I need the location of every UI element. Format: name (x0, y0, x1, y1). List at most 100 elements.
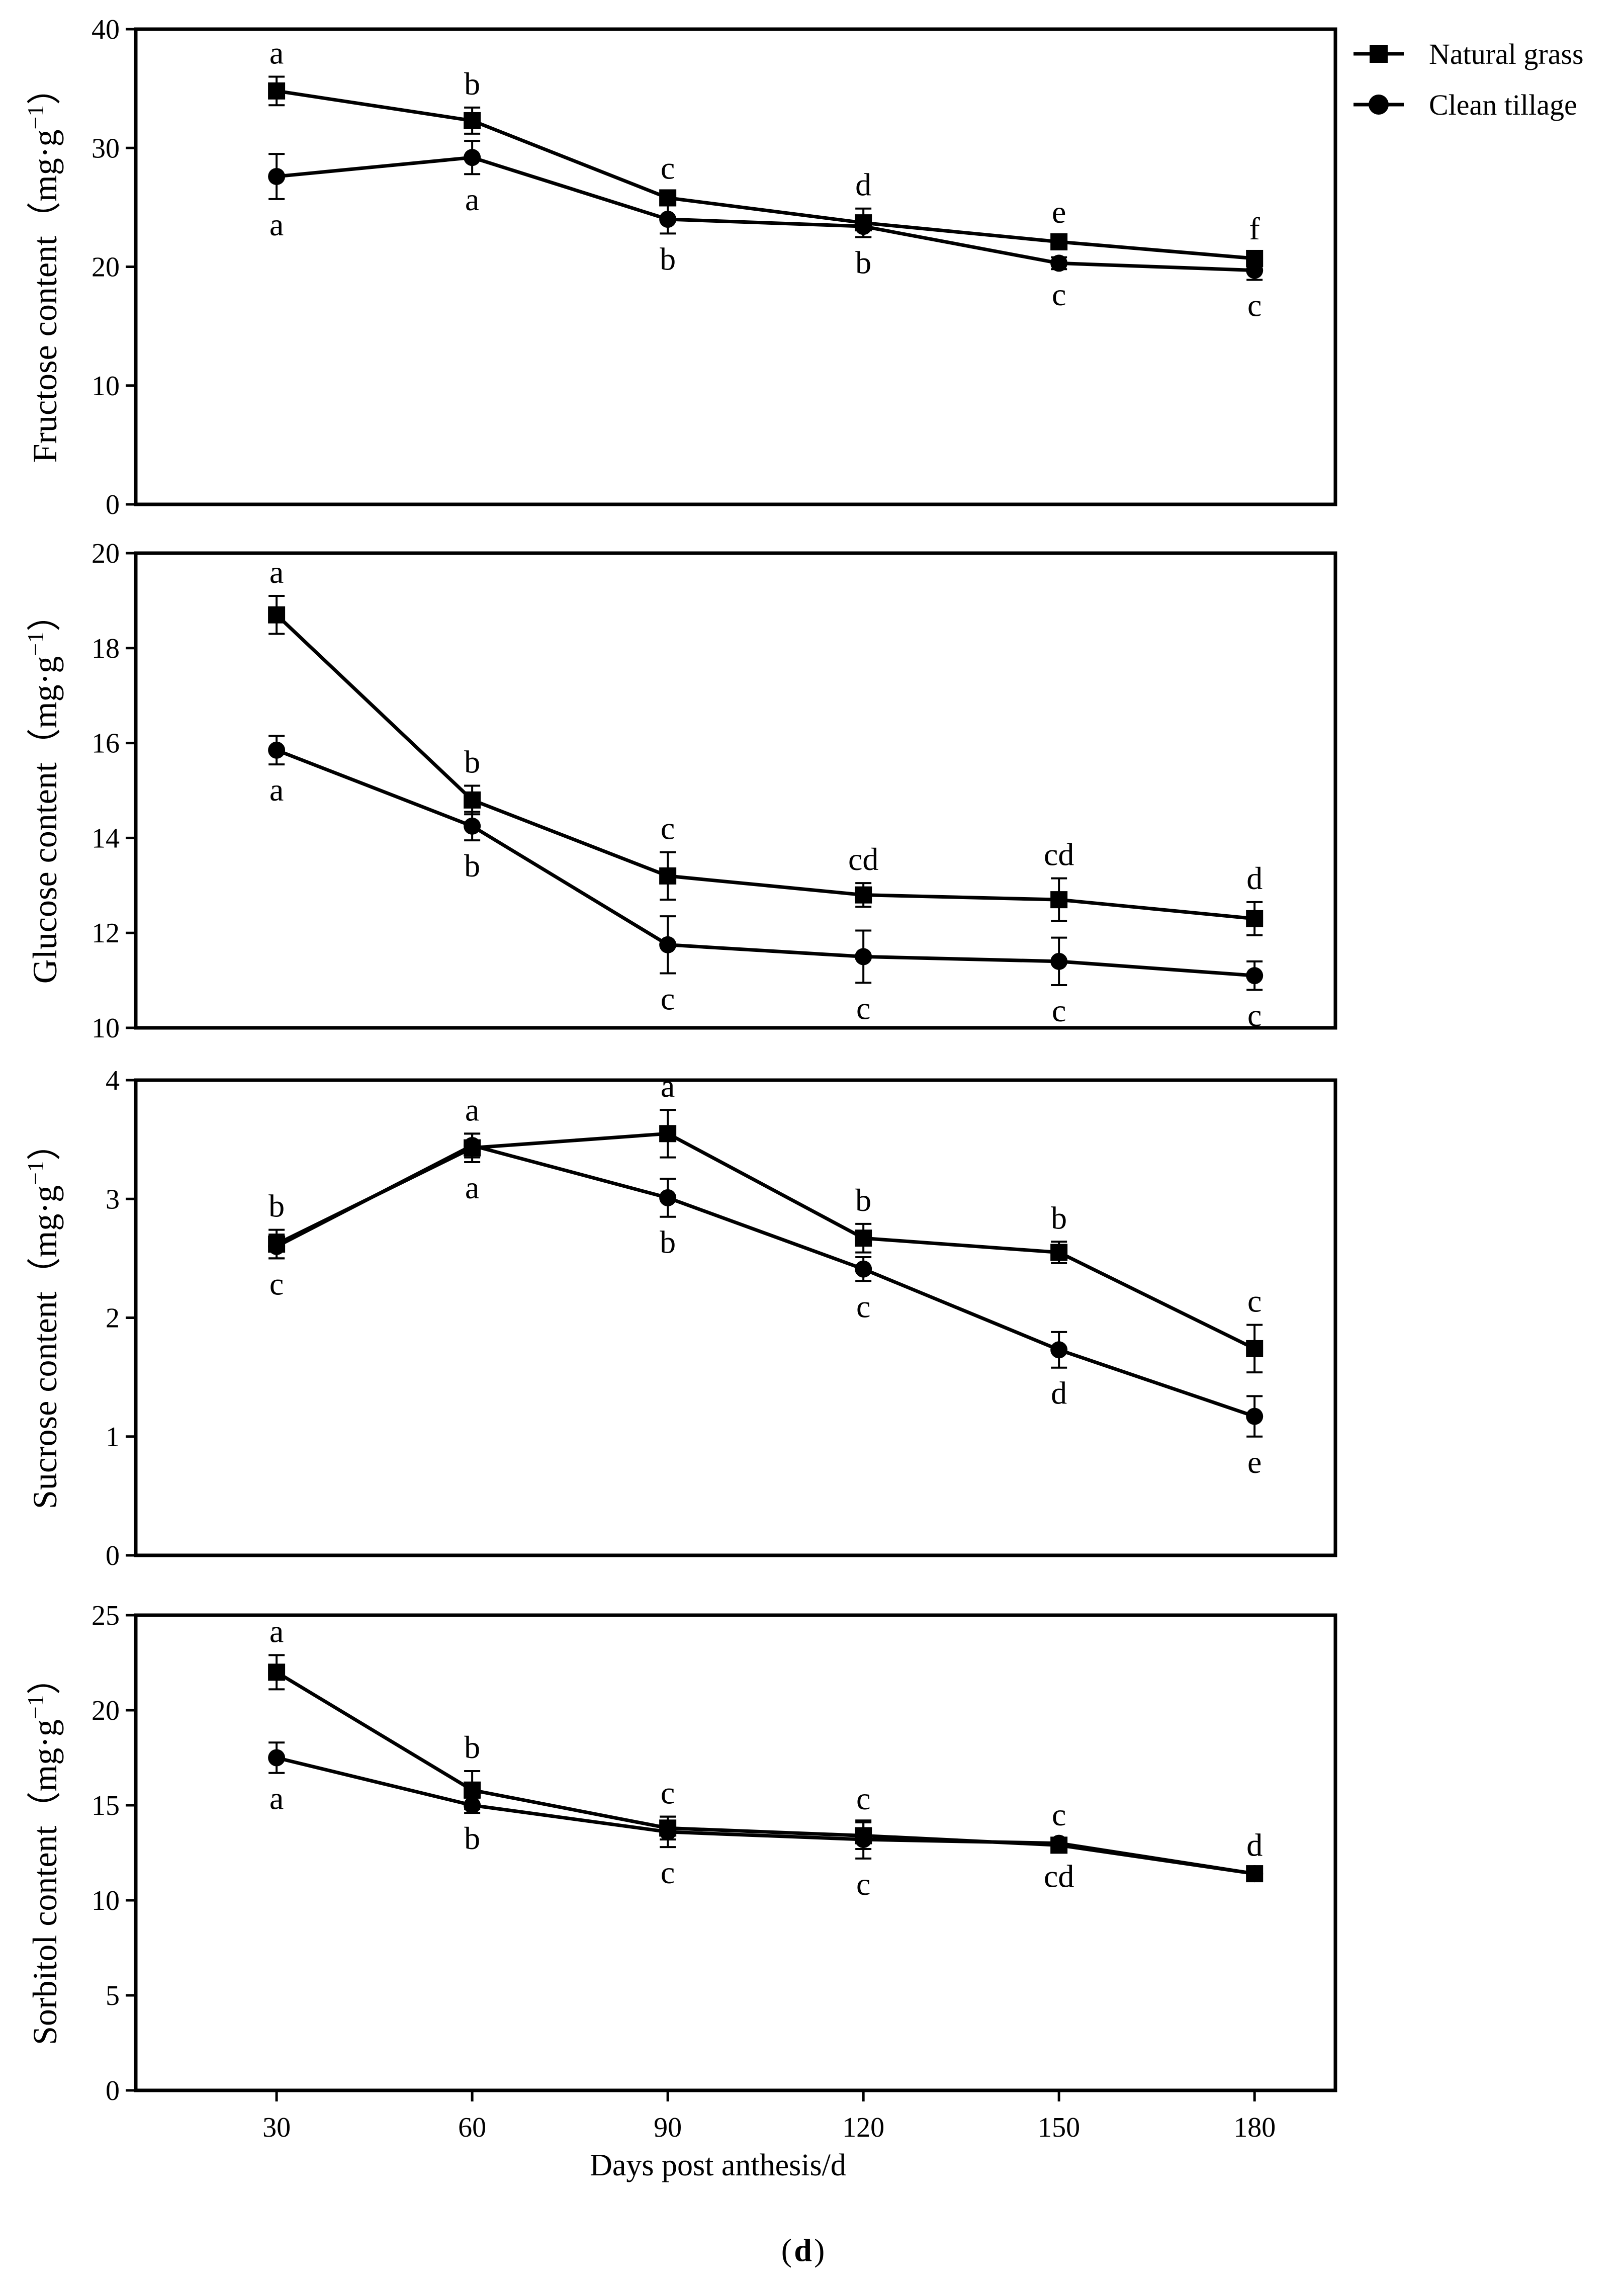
fructose-natural-grass-line (276, 89, 1255, 260)
sucrose-y-axis-label-superscript: −1 (23, 1161, 48, 1185)
caption-close: ) (814, 2232, 825, 2268)
sorbitol-clean-tillage-line (276, 1756, 1255, 1876)
sorbitol-panel: 0 5 10 15 20 25 Sorbitol content（mg·g−1） 30 60 90… (23, 1600, 1337, 2143)
fructose-clean-tillage-point (1246, 261, 1264, 279)
legend: Natural grass Clean tillage (1354, 38, 1584, 121)
sorbitol-clean-tillage-significance-letter: d (1246, 1827, 1262, 1863)
glucose-clean-tillage-series: a b c c c c (268, 735, 1264, 1033)
sucrose-panel: 0 1 2 3 4 Sucrose content（mg·g−1） b a a b b c c a b c d e (23, 1065, 1337, 1571)
sucrose-clean-tillage-significance-letter: b (660, 1224, 676, 1260)
sucrose-clean-tillage-point (1050, 1341, 1068, 1359)
glucose-y-tick-label: 18 (92, 633, 120, 664)
glucose-clean-tillage-point (268, 741, 286, 759)
glucose-natural-grass-line (275, 613, 1255, 921)
sorbitol-natural-grass-line (276, 1671, 1255, 1876)
sorbitol-y-tick-label: 5 (106, 1980, 120, 2011)
fructose-y-tick-label: 20 (92, 252, 120, 283)
fructose-clean-tillage-significance-letter: a (465, 182, 479, 217)
fructose-y-tick-label: 30 (92, 133, 120, 164)
sorbitol-y-tick-label: 15 (92, 1790, 120, 1821)
sorbitol-clean-tillage-significance-letter: c (661, 1855, 675, 1890)
sucrose-clean-tillage-significance-letter: a (465, 1092, 479, 1127)
legend-item-natural-grass: Natural grass (1354, 38, 1584, 70)
sucrose-clean-tillage-series: c a b c d e (268, 1092, 1264, 1480)
sorbitol-clean-tillage-point (1050, 1834, 1068, 1852)
glucose-natural-grass-point (659, 867, 677, 885)
fructose-clean-tillage-point (659, 211, 677, 228)
glucose-y-axis-label-superscript: −1 (23, 632, 48, 656)
glucose-natural-grass-significance-letter: cd (848, 841, 878, 877)
sorbitol-clean-tillage-point (659, 1823, 677, 1840)
sorbitol-natural-grass-significance-letter: b (464, 1729, 480, 1765)
legend-label-natural-grass: Natural grass (1429, 38, 1584, 70)
sorbitol-natural-grass-significance-letter: a (269, 1613, 284, 1649)
fructose-natural-grass-point (1050, 233, 1068, 250)
sorbitol-natural-grass-significance-letter: cd (1044, 1859, 1074, 1894)
fructose-y-axis-label-superscript: −1 (23, 105, 48, 130)
glucose-natural-grass-point (268, 606, 286, 624)
sorbitol-x-tick-label: 30 (262, 2112, 291, 2143)
sucrose-natural-grass-significance-letter: b (855, 1182, 871, 1218)
x-axis-label: Days post anthesis/d (590, 2148, 846, 2182)
glucose-natural-grass-significance-letter: a (269, 554, 284, 590)
glucose-clean-tillage-point (855, 948, 872, 965)
sorbitol-clean-tillage-point (268, 1749, 286, 1767)
sucrose-natural-grass-series: b a a b b c (268, 1068, 1264, 1374)
sucrose-natural-grass-line (276, 1131, 1255, 1351)
sorbitol-y-tick-label: 0 (106, 2075, 120, 2106)
fructose-clean-tillage-significance-letter: b (855, 244, 871, 280)
fructose-clean-tillage-line (276, 155, 1255, 273)
fructose-y-tick-label: 40 (92, 14, 120, 45)
sucrose-clean-tillage-point (464, 1136, 481, 1154)
sucrose-natural-grass-significance-letter: c (1247, 1283, 1261, 1319)
sorbitol-y-tick-label: 20 (92, 1695, 120, 1726)
glucose-natural-grass-point (855, 886, 872, 904)
sorbitol-clean-tillage-point (1246, 1865, 1264, 1883)
sucrose-y-tick-label: 2 (106, 1303, 120, 1334)
fructose-natural-grass-significance-letter: e (1052, 194, 1066, 230)
legend-item-clean-tillage: Clean tillage (1354, 89, 1577, 121)
fructose-natural-grass-significance-letter: a (269, 35, 284, 71)
fructose-clean-tillage-point (464, 149, 481, 166)
sorbitol-clean-tillage-significance-letter: a (269, 1781, 284, 1816)
glucose-y-tick-label: 12 (92, 918, 120, 949)
sucrose-clean-tillage-significance-letter: c (269, 1266, 284, 1301)
sorbitol-y-tick-label: 25 (92, 1600, 120, 1631)
caption-open: ( (781, 2232, 792, 2268)
sucrose-natural-grass-point (1050, 1244, 1068, 1261)
glucose-clean-tillage-significance-letter: c (1247, 997, 1261, 1033)
sorbitol-natural-grass-significance-letter: d (1246, 1827, 1262, 1863)
sorbitol-natural-grass-point (464, 1781, 481, 1799)
sucrose-clean-tillage-significance-letter: d (1051, 1375, 1067, 1411)
fructose-natural-grass-point (659, 189, 677, 207)
glucose-y-axis-label-close: ） (26, 597, 64, 632)
glucose-clean-tillage-line (276, 748, 1255, 978)
glucose-clean-tillage-significance-letter: a (269, 772, 284, 808)
fructose-y-axis-label-close: ） (26, 71, 64, 105)
glucose-plot-frame (134, 551, 1337, 1030)
sorbitol-clean-tillage-significance-letter: c (856, 1866, 870, 1902)
sorbitol-natural-grass-significance-letter: c (661, 1775, 675, 1811)
glucose-y-tick-label: 14 (92, 823, 120, 854)
glucose-natural-grass-point (464, 791, 481, 809)
glucose-clean-tillage-significance-letter: b (464, 848, 480, 884)
fructose-natural-grass-significance-letter: f (1249, 211, 1260, 246)
sorbitol-clean-tillage-point (464, 1797, 481, 1814)
sucrose-clean-tillage-point (268, 1238, 286, 1255)
sucrose-natural-grass-point (855, 1229, 872, 1247)
glucose-clean-tillage-significance-letter: c (1052, 993, 1066, 1028)
fructose-clean-tillage-significance-letter: c (1247, 287, 1261, 323)
sorbitol-natural-grass-point (268, 1663, 286, 1681)
sucrose-clean-tillage-point (659, 1189, 677, 1206)
sorbitol-x-tick-label: 60 (458, 2112, 486, 2143)
sucrose-y-tick-label: 3 (106, 1184, 120, 1215)
sucrose-clean-tillage-significance-letter: c (856, 1288, 870, 1324)
sucrose-y-tick-label: 0 (106, 1540, 120, 1571)
fructose-clean-tillage-point (268, 167, 286, 185)
sucrose-y-axis-label: Sucrose content（mg·g−1） (23, 1126, 64, 1509)
sorbitol-y-axis-label: Sorbitol content（mg·g−1） (23, 1660, 64, 2045)
fructose-natural-grass-significance-letter: b (464, 66, 480, 102)
fructose-clean-tillage-point (1050, 254, 1068, 272)
